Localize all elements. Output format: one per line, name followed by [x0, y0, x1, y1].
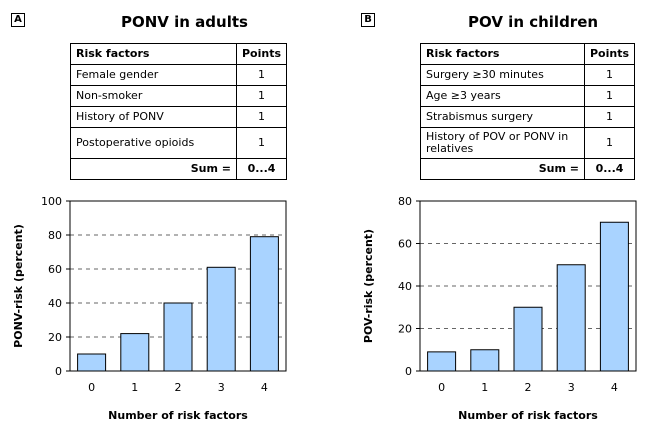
table-sum-row: Sum = 0...4 — [420, 158, 636, 180]
y-tick-label: 80 — [398, 195, 412, 208]
header-points: Points — [583, 43, 636, 65]
x-tick-label: 1 — [481, 381, 488, 394]
x-tick-label: 4 — [611, 381, 618, 394]
risk-factor-cell: Strabismus surgery — [420, 106, 585, 128]
sum-label: Sum = — [420, 158, 585, 180]
table-sum-row: Sum = 0...4 — [70, 158, 288, 180]
y-tick-label: 60 — [398, 238, 412, 251]
bar — [77, 353, 107, 372]
y-tick-label: 40 — [398, 280, 412, 293]
y-tick-label: 20 — [48, 331, 62, 344]
y-tick-label: 0 — [405, 365, 412, 378]
points-cell: 1 — [583, 64, 636, 86]
bar — [206, 266, 236, 372]
y-tick-label: 40 — [48, 297, 62, 310]
header-points: Points — [235, 43, 288, 65]
bar — [599, 221, 629, 372]
risk-factor-cell: Postoperative opioids — [70, 127, 237, 159]
x-axis-label: Number of risk factors — [458, 409, 598, 422]
points-cell: 1 — [583, 127, 636, 159]
sum-value: 0...4 — [583, 158, 636, 180]
risk-factor-cell: History of PONV — [70, 106, 237, 128]
bar — [120, 333, 150, 372]
bar — [163, 302, 193, 372]
panel-letter: B — [361, 13, 375, 27]
y-axis-label: POV-risk (percent) — [362, 229, 375, 343]
x-tick-label: 2 — [525, 381, 532, 394]
y-axis-label: PONV-risk (percent) — [12, 224, 25, 348]
risk-factor-cell: Non-smoker — [70, 85, 237, 107]
risk-factor-table: Risk factors Points Female gender 1 Non-… — [70, 43, 288, 180]
points-cell: 1 — [235, 85, 288, 107]
plot-frame — [69, 200, 287, 372]
points-cell: 1 — [235, 64, 288, 86]
table-row: Strabismus surgery 1 — [420, 106, 636, 128]
bar — [556, 264, 586, 372]
panel-pov-children: B POV in children Risk factors Points Su… — [350, 0, 646, 438]
table-row: Surgery ≥30 minutes 1 — [420, 64, 636, 86]
risk-factor-table: Risk factors Points Surgery ≥30 minutes … — [420, 43, 636, 180]
table-row: History of PONV 1 — [70, 106, 288, 128]
x-tick-label: 3 — [218, 381, 225, 394]
x-tick-label: 4 — [261, 381, 268, 394]
x-tick-label: 1 — [131, 381, 138, 394]
panel-ponv-adults: A PONV in adults Risk factors Points Fem… — [11, 13, 288, 422]
points-cell: 1 — [583, 106, 636, 128]
y-tick-label: 100 — [41, 195, 62, 208]
panel-letter: A — [11, 13, 25, 27]
x-tick-label: 0 — [88, 381, 95, 394]
bar — [513, 306, 543, 372]
x-tick-label: 0 — [438, 381, 445, 394]
header-risk-factors: Risk factors — [420, 43, 585, 65]
points-cell: 1 — [583, 85, 636, 107]
table-row: History of POV or PONV in relatives 1 — [420, 127, 636, 159]
table-row: Age ≥3 years 1 — [420, 85, 636, 107]
bar — [427, 351, 457, 372]
sum-value: 0...4 — [235, 158, 288, 180]
header-risk-factors: Risk factors — [70, 43, 237, 65]
panel-title: POV in children — [468, 13, 599, 31]
y-tick-label: 60 — [48, 263, 62, 276]
y-tick-label: 80 — [48, 229, 62, 242]
panel-title: PONV in adults — [121, 13, 248, 31]
risk-factor-cell: Surgery ≥30 minutes — [420, 64, 585, 86]
x-tick-label: 3 — [568, 381, 575, 394]
table-row: Non-smoker 1 — [70, 85, 288, 107]
x-tick-label: 2 — [175, 381, 182, 394]
risk-factor-cell: Female gender — [70, 64, 237, 86]
x-axis-label: Number of risk factors — [108, 409, 248, 422]
y-tick-label: 0 — [55, 365, 62, 378]
points-cell: 1 — [235, 106, 288, 128]
bar — [249, 236, 279, 372]
points-cell: 1 — [235, 127, 288, 159]
risk-factor-cell: History of POV or PONV in relatives — [420, 127, 585, 159]
risk-factor-cell: Age ≥3 years — [420, 85, 585, 107]
bar — [470, 349, 500, 372]
table-row: Postoperative opioids 1 — [70, 127, 288, 159]
y-tick-label: 20 — [398, 323, 412, 336]
table-row: Female gender 1 — [70, 64, 288, 86]
sum-label: Sum = — [70, 158, 237, 180]
